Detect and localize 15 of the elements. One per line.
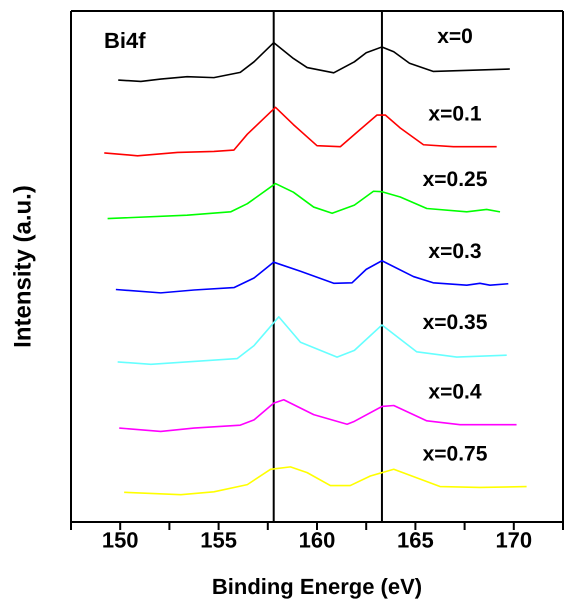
x-tick-label: 170 — [495, 528, 532, 553]
series-label: x=0.3 — [428, 240, 482, 263]
series-label: x=0 — [437, 25, 473, 48]
x-tick-label: 150 — [102, 528, 139, 553]
annotation: Bi4f — [104, 28, 146, 54]
series-label: x=0.1 — [428, 102, 482, 126]
x-tick-label: 155 — [200, 528, 237, 553]
x-tick-label: 160 — [298, 528, 336, 553]
series-label: x=0.25 — [422, 168, 488, 191]
series-label: x=0.35 — [422, 311, 488, 334]
series-label: x=0.75 — [422, 442, 488, 466]
x-axis-title: Binding Energe (eV) — [212, 574, 422, 599]
y-axis-title: Intensity (a.u.) — [10, 185, 37, 348]
series-label: x=0.4 — [428, 380, 482, 404]
x-tick-label: 165 — [397, 528, 434, 553]
